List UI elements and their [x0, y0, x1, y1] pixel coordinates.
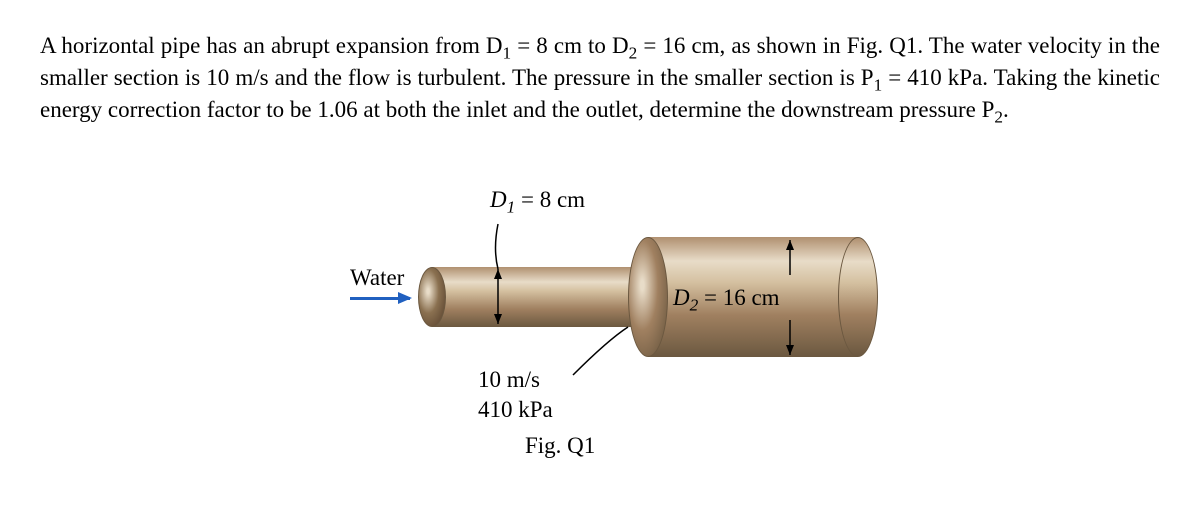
d1-subscript: 1	[507, 197, 516, 216]
pressure-label: 410 kPa	[478, 397, 553, 423]
problem-text-part: A horizontal pipe has an abrupt expansio…	[40, 33, 503, 58]
small-pipe-body	[432, 267, 642, 327]
d1-dimension-arrow	[488, 219, 518, 329]
figure-caption: Fig. Q1	[525, 433, 595, 459]
small-pipe-inlet	[418, 267, 446, 327]
pipe-diagram: D1 = 8 cm Water D2 = 16 cm 10 m/s 410 kP…	[360, 177, 960, 457]
problem-text-part: .	[1003, 97, 1009, 122]
subscript: 1	[503, 44, 512, 63]
problem-statement: A horizontal pipe has an abrupt expansio…	[40, 30, 1160, 127]
d1-value: = 8 cm	[515, 187, 585, 212]
subscript: 2	[994, 108, 1003, 127]
d2-variable: D	[673, 285, 690, 310]
d1-variable: D	[490, 187, 507, 212]
large-pipe-outlet	[838, 237, 878, 357]
velocity-label: 10 m/s	[478, 367, 540, 393]
subscript: 1	[874, 76, 883, 95]
d2-dimension-arrow	[780, 235, 800, 360]
d1-label: D1 = 8 cm	[490, 187, 585, 213]
water-label: Water	[350, 265, 404, 291]
water-flow-arrow	[350, 297, 410, 300]
subscript: 2	[629, 44, 638, 63]
d2-subscript: 2	[690, 295, 699, 314]
velocity-pointer-line	[558, 325, 638, 385]
d2-label: D2 = 16 cm	[673, 285, 780, 311]
d2-value: = 16 cm	[698, 285, 779, 310]
problem-text-part: = 8 cm to D	[511, 33, 628, 58]
